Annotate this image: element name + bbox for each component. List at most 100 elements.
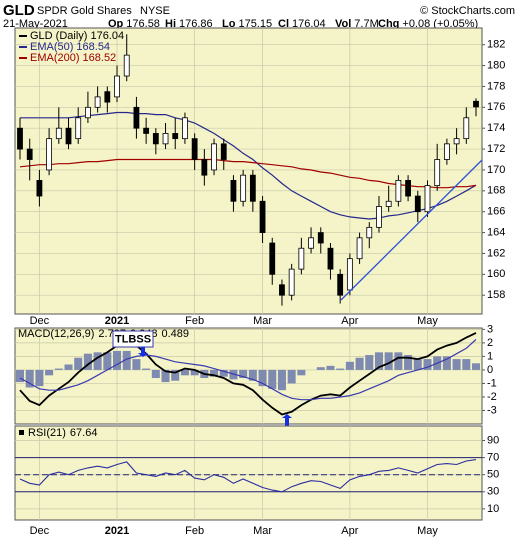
candle-body [298, 247, 305, 270]
candle-body [414, 195, 421, 213]
rsi-line [19, 459, 477, 493]
candle-body [162, 133, 169, 145]
candle-body [143, 127, 150, 134]
y-tick-label: 30 [487, 486, 499, 498]
candle-body [366, 226, 373, 239]
y-tick-label: 174 [487, 122, 505, 134]
histogram-bar [365, 355, 374, 370]
legend-entry: EMA(200) 168.52 [30, 52, 116, 64]
y-tick-label: -2 [487, 391, 497, 403]
field-label: Vol [335, 18, 351, 30]
histogram-bar [151, 369, 160, 379]
x-tick-label: Dec [30, 315, 50, 327]
histogram-bar [103, 352, 112, 370]
y-tick-label: 10 [487, 503, 499, 515]
y-tick-label: 182 [487, 39, 505, 51]
histogram-bar [268, 369, 277, 389]
candle-body [259, 200, 266, 233]
y-tick-label: 172 [487, 143, 505, 155]
candle-body [269, 242, 276, 275]
y-tick-label: 1 [487, 350, 493, 362]
legend-swatch [19, 430, 24, 435]
field-label: Cl [278, 18, 289, 30]
candle-body [220, 143, 227, 160]
security-name: SPDR Gold Shares [37, 5, 132, 17]
y-tick-label: 160 [487, 268, 505, 280]
y-tick-label: 178 [487, 80, 505, 92]
legend-name: EMA(200) [30, 52, 80, 64]
candle-body [114, 75, 120, 98]
candle-body [240, 174, 247, 202]
legend-value: 67.64 [70, 427, 98, 439]
candle-body [424, 185, 431, 213]
candle-body [172, 133, 179, 140]
histogram-bar [423, 359, 432, 370]
legend-entry: EMA(50) 168.54 [30, 41, 110, 53]
x-tick-label: May [417, 525, 438, 537]
x-tick-label: Mar [253, 315, 272, 327]
candle-body [288, 268, 295, 296]
histogram-bar [442, 356, 451, 370]
y-tick-label: 170 [487, 164, 505, 176]
y-tick-label: 176 [487, 101, 505, 113]
x-tick-label: 2021 [105, 315, 129, 327]
y-tick-label: 2 [487, 337, 493, 349]
field-label: Lo [222, 18, 236, 30]
annotation-arrow [138, 347, 148, 357]
histogram-bar [45, 369, 54, 376]
candle-body [55, 127, 62, 140]
histogram-bar [239, 369, 248, 379]
candle-body [327, 247, 334, 270]
candle-body [191, 138, 198, 160]
legend-value: 168.52 [83, 52, 117, 64]
date: 21-May-2021 [3, 18, 68, 30]
rsi-legend: RSI(21) 67.64 [28, 427, 97, 439]
x-tick-label: Mar [253, 525, 272, 537]
candle-body [104, 91, 111, 103]
candle-body [85, 106, 91, 119]
y-tick-label: 0 [487, 364, 493, 376]
histogram-bar [248, 369, 257, 381]
legend-value: 168.54 [76, 41, 110, 53]
legend-name: RSI(21) [28, 427, 66, 439]
candle-body [211, 143, 217, 171]
y-tick-label: -1 [487, 377, 497, 389]
histogram-bar [326, 365, 335, 370]
candle-body [463, 117, 470, 140]
histogram-bar [25, 369, 34, 388]
x-tick-label: May [417, 315, 438, 327]
histogram-bar [413, 359, 422, 370]
histogram-bar [132, 359, 141, 370]
candle-body [152, 133, 159, 145]
y-tick-label: 180 [487, 59, 505, 71]
histogram-bar [472, 363, 480, 370]
histogram-bar [171, 369, 180, 381]
histogram-bar [258, 369, 267, 387]
candle-body [434, 159, 441, 187]
histogram-bar [355, 357, 364, 370]
field-value: 175.15 [238, 18, 272, 30]
symbol: GLD [3, 2, 35, 19]
histogram-bar [142, 368, 151, 370]
field-label: Chg [378, 18, 399, 30]
histogram-bar [316, 367, 325, 370]
legend-value: 176.04 [90, 30, 124, 42]
x-tick-label: Apr [341, 315, 358, 327]
candle-body [201, 159, 208, 176]
histogram-bar [394, 352, 403, 370]
candle-body [133, 106, 140, 129]
candle-body [17, 127, 23, 150]
histogram-bar [336, 368, 345, 370]
histogram-bar [161, 369, 170, 383]
candle-body [405, 179, 411, 197]
x-tick-label: Dec [30, 525, 50, 537]
y-tick-label: 50 [487, 469, 499, 481]
legend-value: 0.489 [161, 328, 189, 340]
candle-body [279, 284, 285, 296]
histogram-bar [219, 369, 228, 377]
panel-background [14, 425, 483, 521]
histogram-bar [35, 369, 44, 387]
annotation-text: TLBSS [115, 333, 151, 345]
histogram-bar [374, 352, 383, 370]
